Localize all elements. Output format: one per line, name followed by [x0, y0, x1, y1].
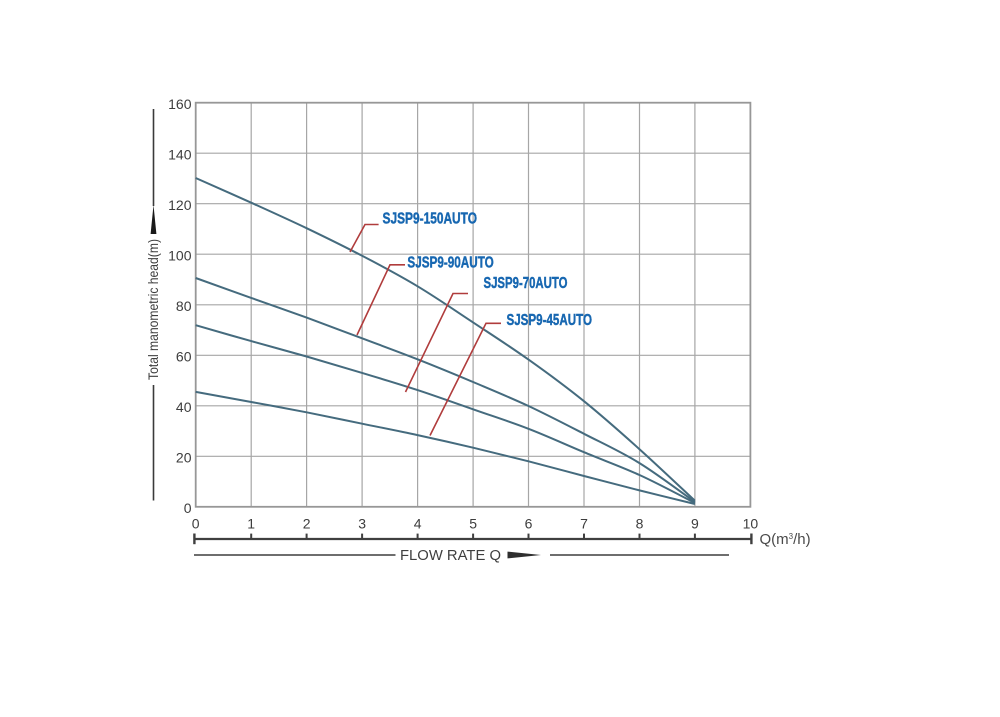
svg-text:60: 60 — [176, 349, 192, 365]
svg-text:120: 120 — [168, 197, 192, 213]
svg-text:Total manometric head(m): Total manometric head(m) — [146, 239, 161, 380]
svg-text:Q(m3/h): Q(m3/h) — [760, 531, 811, 548]
svg-text:40: 40 — [176, 399, 192, 415]
svg-text:3: 3 — [358, 516, 366, 532]
svg-text:140: 140 — [168, 146, 192, 162]
svg-text:4: 4 — [414, 516, 422, 532]
svg-text:8: 8 — [636, 516, 644, 532]
svg-text:7: 7 — [580, 516, 588, 532]
svg-text:100: 100 — [168, 247, 192, 263]
svg-text:5: 5 — [469, 516, 477, 532]
svg-text:SJSP9-70AUTO: SJSP9-70AUTO — [484, 275, 568, 292]
svg-text:SJSP9-45AUTO: SJSP9-45AUTO — [507, 312, 593, 329]
svg-text:SJSP9-90AUTO: SJSP9-90AUTO — [407, 254, 493, 271]
svg-text:FLOW RATE Q: FLOW RATE Q — [400, 547, 501, 564]
svg-text:0: 0 — [184, 500, 192, 516]
svg-text:0: 0 — [192, 516, 200, 532]
svg-text:160: 160 — [168, 96, 192, 112]
svg-text:9: 9 — [691, 516, 699, 532]
svg-text:6: 6 — [525, 516, 533, 532]
svg-text:80: 80 — [176, 298, 192, 314]
svg-text:1: 1 — [247, 516, 255, 532]
svg-text:10: 10 — [743, 516, 759, 532]
svg-text:2: 2 — [303, 516, 311, 532]
svg-text:SJSP9-150AUTO: SJSP9-150AUTO — [383, 211, 478, 228]
svg-text:20: 20 — [176, 450, 192, 466]
